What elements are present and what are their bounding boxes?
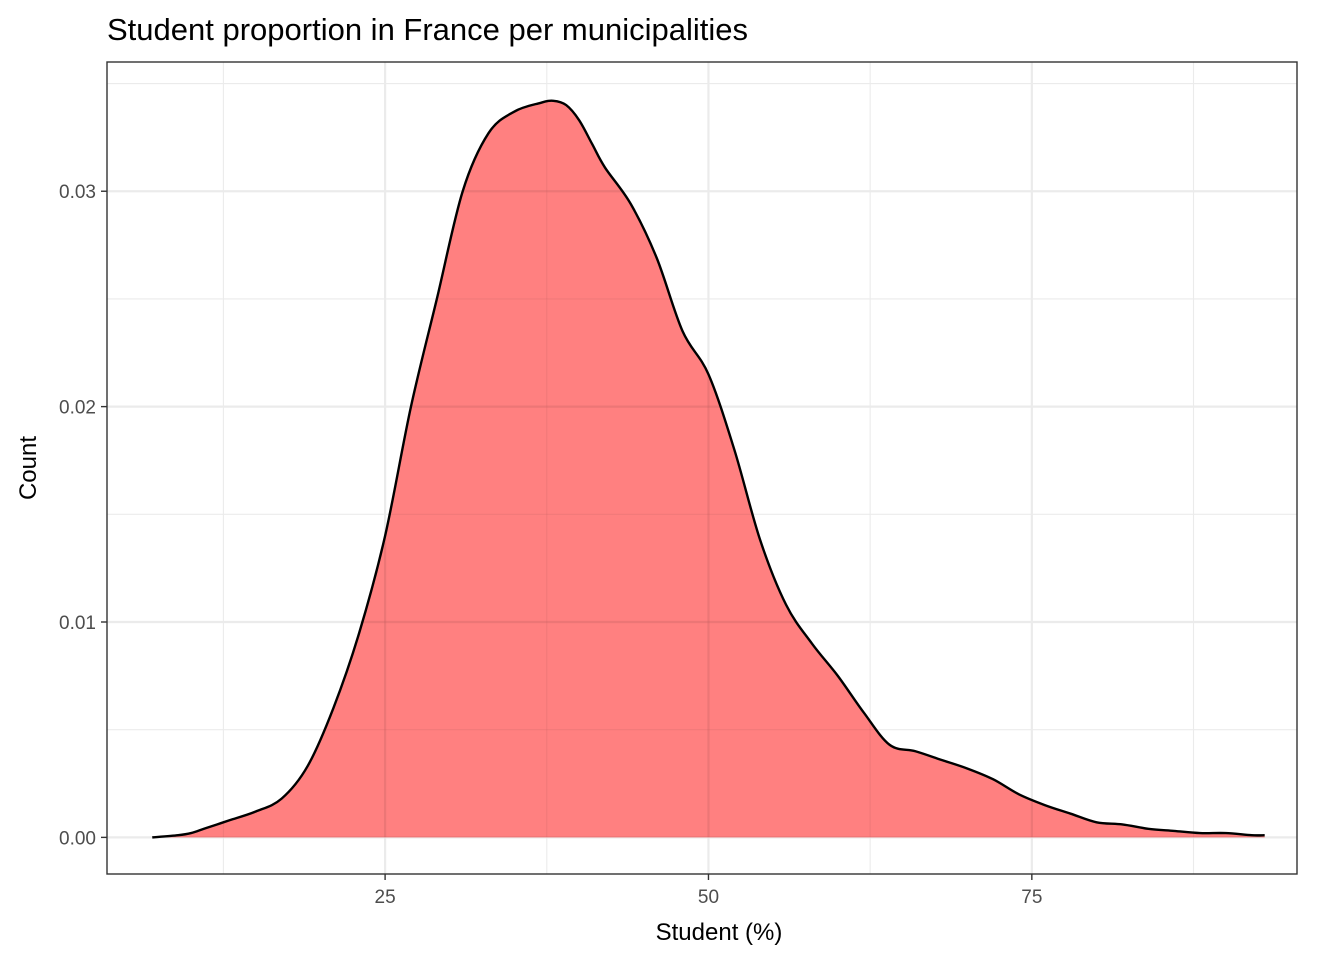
panel-border [106,61,1298,875]
y-tick-label: 0.03 [59,182,96,203]
y-tick-label: 0.02 [59,398,96,419]
y-tick-label: 0.00 [59,828,96,849]
y-axis: 0.00 0.01 0.02 0.03 [59,182,107,849]
x-axis: 25 50 75 [375,874,1042,908]
x-tick-label: 50 [698,887,719,908]
x-tick-label: 25 [375,887,396,908]
y-tick-label: 0.01 [59,613,96,634]
density-line [152,99,1265,839]
minor-gridlines [107,62,1297,874]
density-area [152,100,1265,838]
x-axis-title: Student (%) [656,919,783,946]
chart-title: Student proportion in France per municip… [107,12,748,47]
x-tick-label: 75 [1021,887,1042,908]
y-axis-title: Count [15,436,42,500]
